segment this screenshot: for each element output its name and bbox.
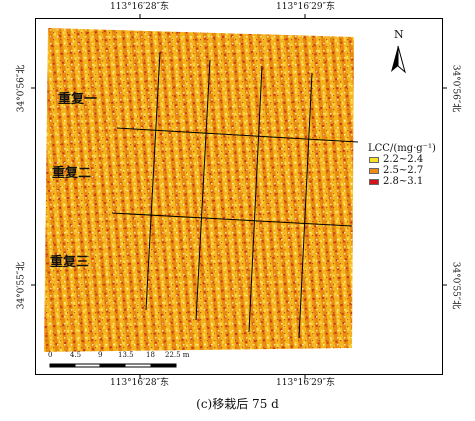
- legend-swatch: [369, 156, 379, 163]
- north-arrow-icon: [391, 45, 406, 74]
- left-latitude-label: 34°0′56″北: [16, 64, 27, 113]
- figure-caption: (c)移栽后 75 d: [196, 397, 279, 411]
- top-longitude-label: 113°16′28″东: [110, 2, 169, 12]
- scale-tick-label: 4.5: [70, 351, 82, 359]
- legend-item: 2.2~2.4: [369, 154, 424, 165]
- grid-line: [111, 212, 353, 227]
- scale-tick-label: 18: [146, 351, 155, 359]
- scale-bar: [49, 363, 177, 368]
- legend-item: 2.5~2.7: [369, 165, 424, 176]
- left-latitude-label: 34°0′55″北: [16, 261, 27, 310]
- plot-grid: [111, 51, 359, 339]
- scale-tick-label: 9: [98, 351, 103, 359]
- frame-ticks: [31, 14, 447, 379]
- legend-label: 2.2~2.4: [383, 154, 424, 165]
- grid-line: [116, 127, 359, 143]
- bottom-longitude-label: 113°16′28″东: [110, 378, 169, 388]
- legend-swatch: [369, 167, 379, 174]
- legend-item: 2.8~3.1: [369, 176, 424, 187]
- grid-line: [298, 72, 313, 339]
- replicate-label: 重复二: [52, 166, 92, 181]
- legend-title: LCC/(mg·g⁻¹): [368, 143, 436, 154]
- scale-tick-label: 22.5 m: [165, 351, 190, 359]
- lcc-texture: [44, 28, 354, 352]
- legend-swatch: [369, 178, 379, 185]
- grid-line: [248, 65, 263, 333]
- bottom-longitude-label: 113°16′29″东: [276, 378, 335, 388]
- right-latitude-label: 34°0′56″北: [450, 64, 461, 113]
- legend-label: 2.5~2.7: [383, 165, 424, 176]
- grid-line: [195, 59, 211, 321]
- scale-tick-label: 0: [48, 351, 53, 359]
- replicate-label: 重复一: [58, 92, 98, 107]
- north-label: N: [394, 28, 404, 41]
- scale-tick-label: 13.5: [118, 351, 134, 359]
- replicate-label: 重复三: [50, 255, 90, 270]
- right-latitude-label: 34°0′55″北: [450, 261, 461, 310]
- legend-label: 2.8~3.1: [383, 176, 424, 187]
- top-longitude-label: 113°16′29″东: [276, 2, 335, 12]
- grid-line: [145, 51, 161, 311]
